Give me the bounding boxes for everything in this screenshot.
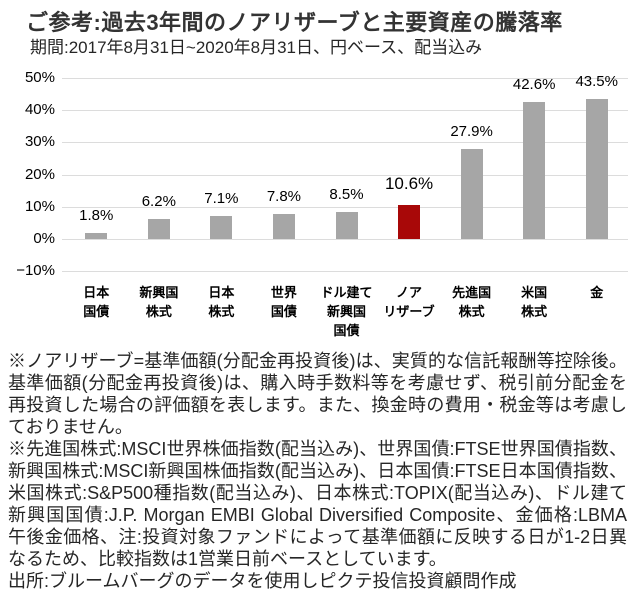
bar-value-label: 27.9% [450, 123, 493, 141]
y-axis-tick-label: 10% [24, 197, 55, 215]
bar-value-label: 43.5% [575, 72, 618, 90]
grid-line [62, 239, 628, 240]
category-label: ドル建て 新興国 国債 [320, 285, 373, 338]
y-axis-tick-label: 50% [24, 69, 55, 86]
y-axis-tick-label: 20% [24, 165, 55, 183]
category-label: 日本 株式 [208, 285, 235, 319]
bar-value-label: 7.1% [204, 190, 239, 208]
bar-value-label: 1.8% [79, 207, 114, 225]
category-label: 日本 国債 [83, 285, 110, 319]
y-axis-tick-label: −10% [16, 262, 55, 280]
bar-value-label: 42.6% [512, 75, 556, 93]
source-note: 出所:ブルームバーグのデータを使用しピクテ投信投資顧問作成 [8, 571, 517, 591]
grid-line [62, 142, 628, 144]
category-label: ノア リザーブ [383, 285, 435, 319]
category-label: 世界 国債 [270, 285, 297, 319]
grid-line [62, 110, 628, 112]
chart-bar [335, 211, 358, 239]
chart-bar [460, 149, 483, 239]
chart-bar [210, 216, 233, 239]
chart-bar [585, 98, 608, 239]
bar-value-label: 6.2% [141, 193, 176, 211]
chart-bar [523, 101, 546, 239]
bar-value-label: 7.8% [266, 187, 302, 205]
y-axis-tick-label: 40% [24, 101, 55, 119]
bar-value-label: 10.6% [384, 173, 434, 193]
y-axis-tick-label: 0% [33, 230, 55, 247]
footnote-noah-reserve: ※ノアリザーブ=基準価額(分配金再投資後)は、実質的な信託報酬等控除後。基準価額… [8, 351, 627, 437]
grid-line [62, 206, 628, 208]
category-label: 金 [590, 285, 604, 300]
chart-bar [147, 219, 170, 239]
grid-line [62, 78, 628, 79]
grid-line [62, 174, 628, 176]
category-label: 先進国 株式 [452, 285, 492, 319]
y-axis-tick-label: 30% [24, 133, 55, 151]
category-label: 新興国 株式 [139, 285, 179, 319]
bar-value-label: 8.5% [329, 185, 364, 203]
page-title: ご参考:過去3年間のノアリザーブと主要資産の騰落率 [26, 10, 563, 35]
category-label: 米国 株式 [521, 285, 548, 319]
chart-bar [85, 233, 108, 239]
chart-bar-highlight [398, 204, 421, 239]
grid-line [62, 271, 628, 273]
page-subtitle: 期間:2017年8月31日~2020年8月31日、円ベース、配当込み [30, 38, 483, 57]
footnotes: ※ノアリザーブ=基準価額(分配金再投資後)は、実質的な信託報酬等控除後。基準価額… [8, 350, 627, 592]
chart-bar [272, 213, 295, 239]
performance-bar-chart: 50% 40% 30% 20% 10% 0% −10% 1.8% 日本 国債 6.2% 新興国 株式… [0, 60, 632, 350]
footnote-index-definitions: ※先進国株式:MSCI世界株価指数(配当込み)、世界国債:FTSE世界国債指数、… [8, 439, 627, 569]
